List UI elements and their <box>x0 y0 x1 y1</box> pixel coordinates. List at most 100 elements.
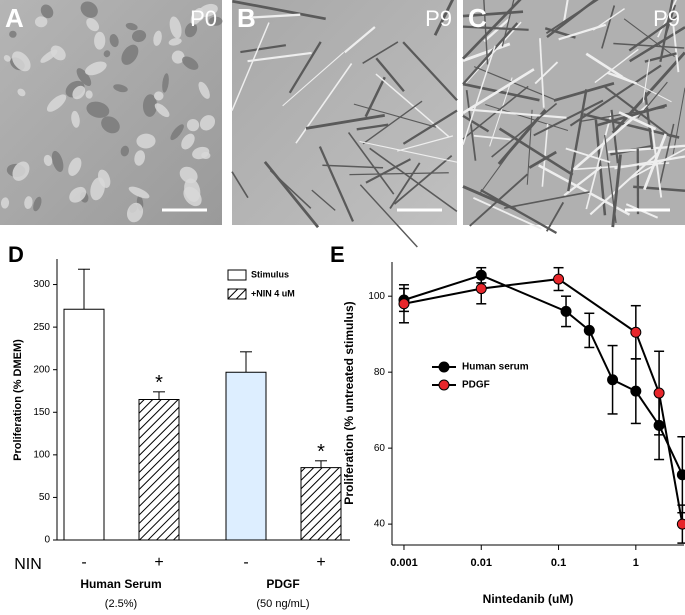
cell <box>562 0 569 24</box>
category-note: (2.5%) <box>105 598 137 610</box>
cell <box>311 189 336 211</box>
cell <box>113 84 128 93</box>
cell <box>198 3 218 17</box>
treatment-mark: + <box>154 554 163 571</box>
cell <box>364 76 386 118</box>
cell <box>109 34 119 48</box>
cell <box>643 133 668 191</box>
cell <box>43 154 53 166</box>
cell <box>375 73 450 138</box>
significance-mark: * <box>317 441 325 463</box>
legend-marker <box>438 379 450 391</box>
cell <box>0 197 10 209</box>
legend-label: Human serum <box>462 362 529 373</box>
cell <box>169 16 182 39</box>
cell <box>657 0 677 38</box>
x-tick-label: 0.01 <box>471 557 492 569</box>
cell <box>132 29 147 43</box>
cell <box>462 22 519 85</box>
cell <box>295 63 353 144</box>
cell <box>353 103 437 128</box>
cell <box>433 0 455 36</box>
legend-label: Stimulus <box>251 269 289 279</box>
cell <box>247 51 312 63</box>
cell <box>480 189 558 235</box>
cell <box>128 186 150 199</box>
cell <box>651 126 663 198</box>
cell <box>563 165 603 197</box>
passage-label: P0 <box>190 6 217 31</box>
cell <box>462 0 522 60</box>
cell <box>153 91 164 101</box>
cell <box>469 173 529 227</box>
cell <box>369 147 458 212</box>
cell <box>642 59 650 103</box>
cell <box>618 111 657 131</box>
cell <box>34 16 48 28</box>
data-point <box>676 469 685 481</box>
cell <box>182 56 199 70</box>
bar <box>138 399 180 541</box>
treatment-mark: - <box>243 554 248 571</box>
cell <box>545 0 599 35</box>
cell <box>103 50 111 58</box>
cell <box>539 38 545 108</box>
cell <box>614 155 685 170</box>
x-axis-label: Nintedanib (uM) <box>483 592 574 606</box>
cell <box>528 150 557 169</box>
series-line <box>403 274 684 476</box>
cell <box>393 154 453 205</box>
cell <box>623 18 675 58</box>
cell <box>672 25 680 73</box>
cell <box>69 186 87 203</box>
cell <box>491 102 558 158</box>
cell <box>610 109 619 164</box>
cell <box>498 127 574 176</box>
cell <box>98 169 111 188</box>
cell <box>465 89 477 161</box>
legend-label: PDGF <box>462 380 490 391</box>
cell <box>68 157 82 176</box>
cell <box>545 201 565 232</box>
cell <box>12 51 31 72</box>
cell <box>672 87 685 156</box>
y-axis-label: Proliferation (% untreated stimulus) <box>342 301 356 504</box>
cell <box>288 41 322 94</box>
cell <box>565 147 611 164</box>
cell <box>3 55 11 62</box>
cell <box>659 0 674 62</box>
data-point <box>630 385 642 397</box>
cell <box>184 178 201 202</box>
cell <box>541 123 549 187</box>
cell <box>24 196 33 210</box>
y-tick-label: 100 <box>368 291 385 302</box>
x-tick-label: 1 <box>633 557 639 569</box>
cell <box>170 124 184 141</box>
cell <box>186 118 200 132</box>
legend-marker <box>438 361 450 373</box>
data-point <box>398 298 410 310</box>
cell <box>231 171 249 199</box>
cell <box>305 113 385 130</box>
cell <box>184 22 198 38</box>
cell <box>359 141 458 163</box>
y-tick-label: 40 <box>374 519 386 530</box>
cell <box>483 18 510 43</box>
cell <box>120 145 130 157</box>
y-tick-label: 50 <box>39 492 51 503</box>
cell <box>72 85 86 100</box>
y-tick-label: 200 <box>33 364 50 375</box>
y-tick-label: 250 <box>33 322 50 333</box>
cell <box>240 13 301 20</box>
legend-swatch <box>227 269 247 281</box>
cell <box>534 61 559 85</box>
cell <box>467 108 567 119</box>
cell <box>359 184 418 248</box>
cell <box>322 164 384 169</box>
cell <box>153 30 162 46</box>
cell <box>76 68 92 87</box>
cell <box>12 161 30 181</box>
cell <box>473 197 542 230</box>
x-tick-label: 0.001 <box>390 557 418 569</box>
